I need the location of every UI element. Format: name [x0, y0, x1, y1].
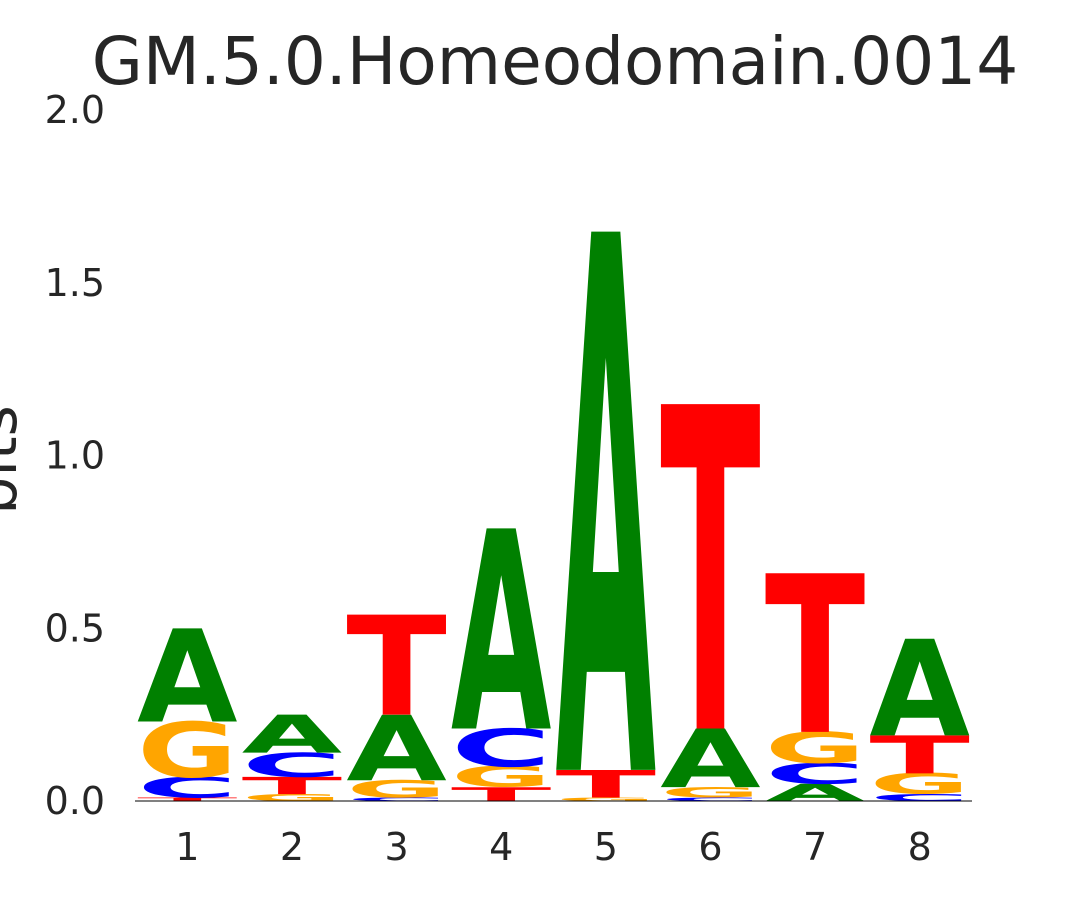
logo-letter-a: A: [556, 86, 657, 900]
logo-letter-a: A: [137, 603, 238, 752]
logo-letter-g: G: [869, 768, 969, 801]
logo-letter-t: T: [137, 797, 237, 803]
logo-letter-g: G: [451, 761, 551, 794]
logo-letter-t: T: [765, 529, 865, 783]
logo-letter-g: G: [242, 792, 342, 803]
y-tick-label: 0.0: [45, 779, 105, 823]
logo-letter-t: T: [346, 587, 446, 747]
logo-letter-c: C: [660, 797, 760, 803]
logo-letter-c: C: [242, 747, 342, 785]
x-tick-label: 7: [803, 825, 827, 869]
x-tick-label: 2: [280, 825, 304, 869]
logo-letter-c: C: [451, 719, 551, 779]
logo-letter-g: G: [137, 707, 237, 795]
logo-letter-a: A: [869, 612, 969, 767]
logo-letter-t: T: [869, 726, 969, 786]
logo-letter-t: T: [556, 763, 656, 807]
y-axis-ticks: 0.0 0.5 1.0 1.5 2.0: [45, 88, 105, 823]
logo-letter-a: A: [242, 705, 343, 766]
x-tick-label: 1: [175, 825, 199, 869]
x-axis-ticks: 1 2 3 4 5 6 7 8: [175, 825, 932, 869]
logo-letter-t: T: [660, 316, 761, 834]
y-tick-label: 2.0: [45, 88, 105, 132]
x-tick-label: 5: [594, 825, 618, 869]
chart-title: GM.5.0.Homeodomain.0014: [92, 23, 1018, 100]
logo-letter-a: A: [346, 697, 446, 802]
x-tick-label: 8: [908, 825, 932, 869]
logo-letter-c: C: [869, 792, 969, 803]
x-tick-label: 4: [489, 825, 513, 869]
y-tick-label: 1.5: [45, 261, 105, 305]
logo-letter-g: G: [346, 776, 446, 804]
x-tick-label: 6: [698, 825, 722, 869]
logo-letter-g: G: [765, 723, 865, 773]
logo-letter-g: G: [660, 784, 760, 801]
logo-letter-a: A: [451, 474, 551, 794]
y-tick-label: 0.5: [45, 606, 105, 650]
logo-letter-a: A: [660, 713, 761, 806]
logo-letter-g: G: [556, 797, 656, 802]
logo-letter-c: C: [765, 758, 865, 791]
y-tick-label: 1.0: [45, 434, 105, 478]
logo-letter-c: C: [346, 797, 446, 803]
logo-letter-a: A: [765, 779, 865, 807]
logo-letter-t: T: [242, 772, 343, 800]
x-tick-label: 3: [384, 825, 408, 869]
logo-letter-c: C: [137, 771, 237, 804]
logo-letter-t: T: [451, 784, 552, 806]
y-axis-label: bits: [0, 405, 31, 515]
